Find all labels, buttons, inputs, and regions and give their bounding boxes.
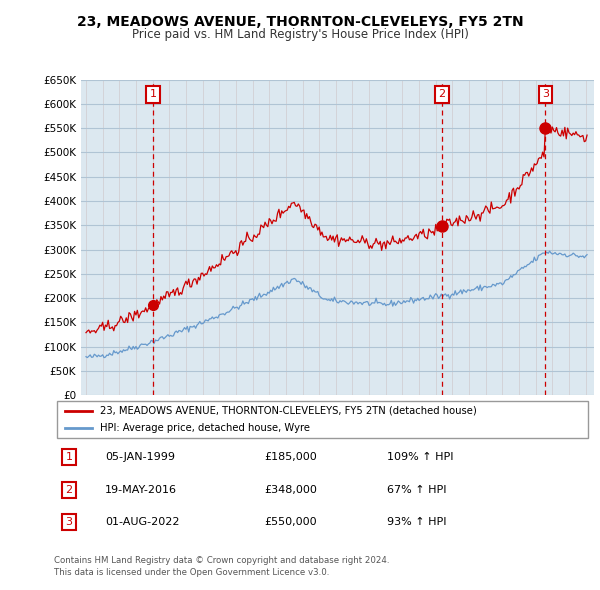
Text: 01-AUG-2022: 01-AUG-2022 — [105, 517, 179, 527]
Text: 1: 1 — [150, 89, 157, 99]
Text: 05-JAN-1999: 05-JAN-1999 — [105, 453, 175, 462]
Text: £185,000: £185,000 — [264, 453, 317, 462]
Text: 109% ↑ HPI: 109% ↑ HPI — [387, 453, 454, 462]
Text: 23, MEADOWS AVENUE, THORNTON-CLEVELEYS, FY5 2TN (detached house): 23, MEADOWS AVENUE, THORNTON-CLEVELEYS, … — [100, 406, 476, 416]
Text: £348,000: £348,000 — [264, 485, 317, 494]
Text: 19-MAY-2016: 19-MAY-2016 — [105, 485, 177, 494]
Text: Contains HM Land Registry data © Crown copyright and database right 2024.
This d: Contains HM Land Registry data © Crown c… — [54, 556, 389, 576]
Text: 2: 2 — [65, 485, 73, 494]
Text: £550,000: £550,000 — [264, 517, 317, 527]
Text: 1: 1 — [65, 453, 73, 462]
Text: Price paid vs. HM Land Registry's House Price Index (HPI): Price paid vs. HM Land Registry's House … — [131, 28, 469, 41]
Text: 23, MEADOWS AVENUE, THORNTON-CLEVELEYS, FY5 2TN: 23, MEADOWS AVENUE, THORNTON-CLEVELEYS, … — [77, 15, 523, 29]
Text: 67% ↑ HPI: 67% ↑ HPI — [387, 485, 446, 494]
Text: 2: 2 — [439, 89, 446, 99]
Text: 93% ↑ HPI: 93% ↑ HPI — [387, 517, 446, 527]
Text: 3: 3 — [542, 89, 549, 99]
FancyBboxPatch shape — [56, 401, 589, 438]
Text: 3: 3 — [65, 517, 73, 527]
Text: HPI: Average price, detached house, Wyre: HPI: Average price, detached house, Wyre — [100, 423, 310, 433]
